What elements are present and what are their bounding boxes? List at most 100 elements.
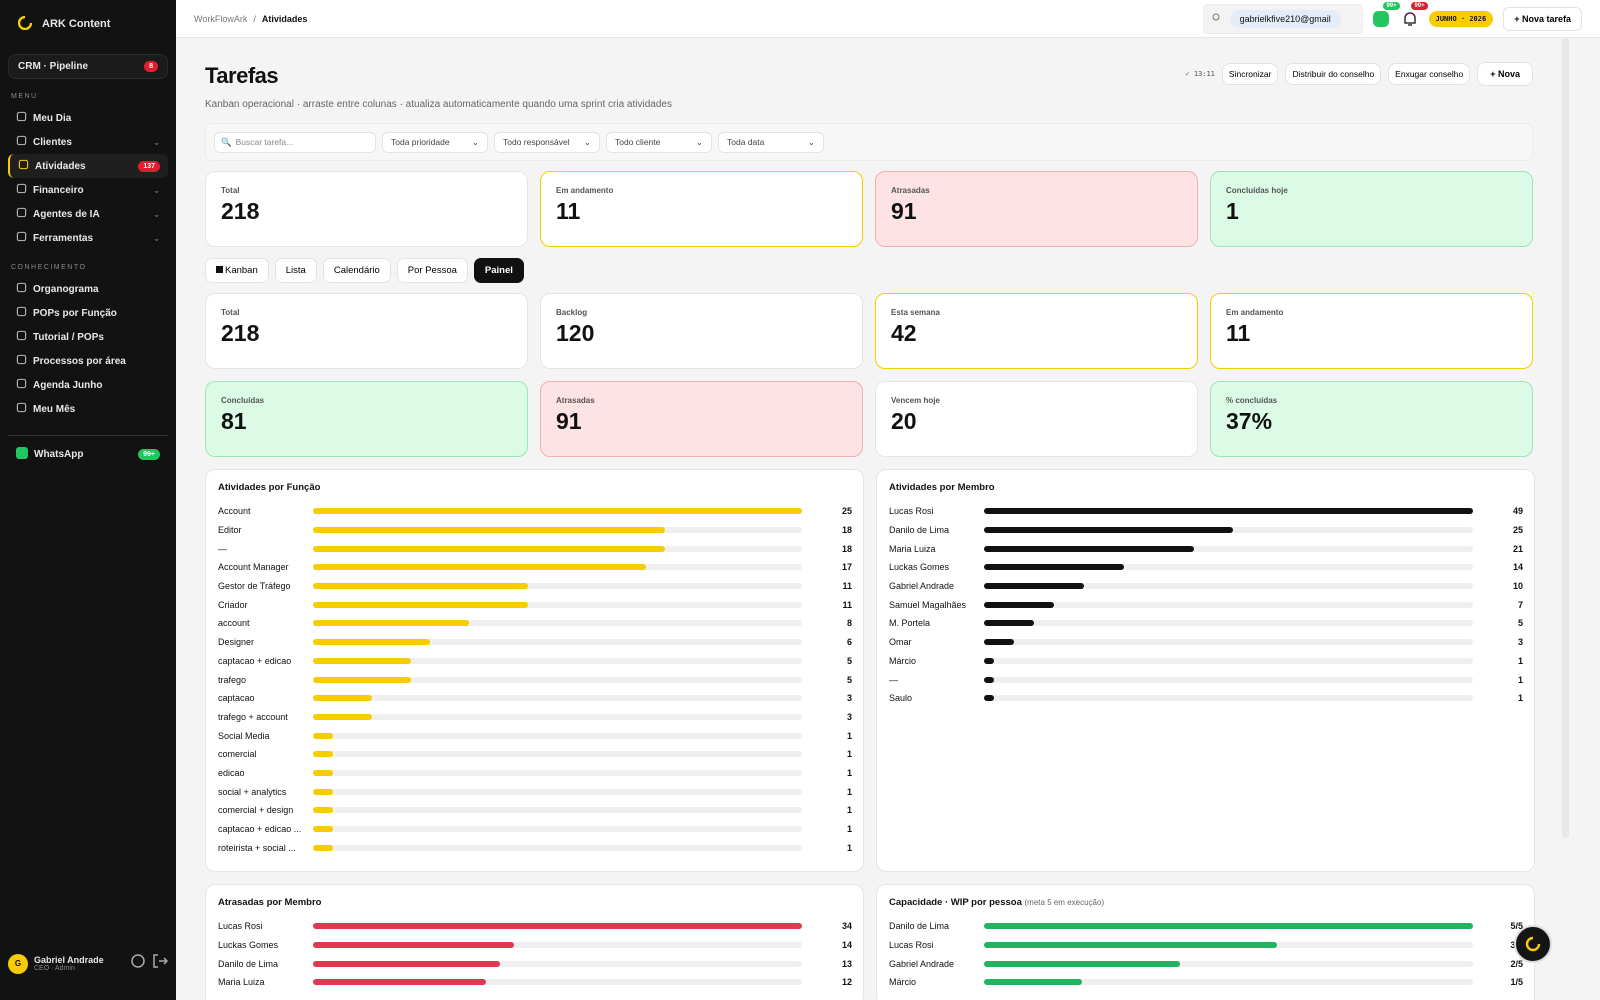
- menu-item[interactable]: POPs por Função: [8, 301, 168, 325]
- icon-shape: [1372, 10, 1389, 27]
- filter-select[interactable]: Toda data ⌄: [718, 131, 824, 153]
- bar-row: social + analytics 1: [218, 782, 852, 801]
- bar-value: 1: [1517, 693, 1523, 704]
- bar-label: Gestor de Tráfego: [218, 581, 291, 592]
- view-tab[interactable]: Calendário: [322, 258, 391, 283]
- whatsapp-badge: 99+: [138, 448, 160, 460]
- menu-icon: [16, 330, 27, 344]
- bar: [313, 713, 372, 720]
- view-tab[interactable]: Por Pessoa: [396, 258, 468, 283]
- menu-badge: 137: [138, 160, 160, 172]
- stat-value: 11: [556, 198, 581, 224]
- new-task-button[interactable]: + Nova tarefa: [1503, 6, 1582, 31]
- bar-label: edicao: [218, 767, 245, 778]
- stat-card: Em andamento 11: [540, 171, 863, 247]
- icon-shape: [16, 207, 27, 218]
- tab-label: Calendário: [333, 265, 380, 276]
- bar-value: 3: [846, 693, 852, 704]
- bar: [313, 732, 333, 739]
- menu-item[interactable]: Tutorial / POPs: [8, 325, 168, 349]
- header-text: Tarefas Kanban operacional · arraste entr…: [205, 63, 672, 110]
- menu-item[interactable]: Agentes de IA ⌄: [8, 202, 168, 226]
- bar-row: captacao + edicao ... 1: [218, 820, 852, 839]
- logout-icon[interactable]: [152, 953, 169, 974]
- action-button[interactable]: Sincronizar: [1221, 63, 1279, 85]
- bar-label: Designer: [218, 637, 255, 648]
- filter-select[interactable]: Toda prioridade ⌄: [382, 131, 488, 153]
- bar-value: 11: [842, 581, 852, 592]
- whatsapp-section: WhatsApp 99+: [8, 435, 168, 466]
- bar: [313, 676, 411, 683]
- bar-row: comercial + design 1: [218, 801, 852, 820]
- stat-card: Backlog 120: [540, 293, 863, 369]
- bar: [984, 620, 1034, 627]
- header-actions: ✓ 13:11 Sincronizar Distribuir do conselho…: [1185, 62, 1533, 86]
- bar: [313, 807, 333, 814]
- filter-select[interactable]: Todo responsável ⌄: [494, 131, 600, 153]
- bar-row: Márcio 1/5: [889, 973, 1523, 992]
- whatsapp-item[interactable]: WhatsApp 99+: [8, 442, 168, 466]
- search[interactable]: gabrielkfive210@gmail: [1202, 3, 1363, 34]
- bar-value: 5: [846, 674, 852, 685]
- bar-track: [984, 620, 1473, 627]
- tab-label: Por Pessoa: [407, 265, 457, 276]
- assistant-button[interactable]: [1514, 925, 1552, 963]
- menu-item[interactable]: Agenda Junho: [8, 373, 168, 397]
- menu-item[interactable]: Processos por área: [8, 349, 168, 373]
- summary-cards: Total 218 Em andamento 11 Atrasadas 91 Concluí…: [205, 171, 1533, 247]
- bar-value: 1/5: [1510, 977, 1523, 988]
- bar-label: Omar: [889, 637, 912, 648]
- icon-shape: [131, 954, 145, 968]
- stat-label: % concluídas: [1226, 396, 1278, 405]
- bar-row: Social Media 1: [218, 726, 852, 745]
- filters: 🔍 Buscar tarefa... Toda prioridade ⌄ Todo re…: [205, 123, 1533, 161]
- icon: [16, 231, 27, 242]
- stat-card: Vencem hoje 20: [875, 381, 1198, 457]
- bar-row: captacao 3: [218, 689, 852, 708]
- bar-row: Account Manager 17: [218, 558, 852, 577]
- bar-track: [984, 695, 1473, 702]
- bar-value: 1: [846, 805, 852, 816]
- menu-item[interactable]: Ferramentas ⌄: [8, 226, 168, 250]
- whatsapp-label: WhatsApp: [34, 448, 84, 460]
- action-button[interactable]: Enxugar conselho: [1388, 63, 1471, 85]
- main: WorkFlowArk / Atividades gabrielkfive210@gm…: [176, 0, 1600, 1000]
- settings-icon[interactable]: [130, 953, 146, 974]
- icon-shape: [16, 111, 27, 122]
- whatsapp-icon: [16, 446, 28, 462]
- notifications-button[interactable]: 99+: [1401, 1, 1428, 28]
- whatsapp-button[interactable]: 99+: [1372, 1, 1400, 28]
- new-button[interactable]: + Nova: [1477, 62, 1533, 86]
- bar: [984, 545, 1194, 552]
- icon-shape: [16, 306, 27, 317]
- menu-item[interactable]: Clientes ⌄: [8, 130, 168, 154]
- view-tab[interactable]: Lista: [274, 258, 317, 283]
- panel-title-text: Atividades por Função: [218, 482, 321, 493]
- menu-label: Organograma: [33, 283, 99, 295]
- menu-item[interactable]: Atividades 137: [8, 154, 168, 178]
- view-tab[interactable]: Kanban: [205, 258, 269, 283]
- panels: Atividades por Função Account 25 Editor 18—1…: [205, 469, 1535, 1000]
- bar-track: [313, 979, 802, 986]
- avatar: G: [8, 953, 28, 974]
- bar: [313, 979, 486, 986]
- view-tab[interactable]: Painel: [473, 258, 524, 283]
- bar-row: Maria Luiza 21: [889, 539, 1523, 558]
- panel-title: Capacidade · WIP por pessoa (meta 5 em e…: [889, 897, 1523, 908]
- crm-button[interactable]: CRM · Pipeline 8: [8, 54, 168, 79]
- search-input[interactable]: 🔍 Buscar tarefa...: [214, 131, 376, 153]
- bar-track: [984, 960, 1473, 967]
- menu-item[interactable]: Organograma: [8, 277, 168, 301]
- bar-track: [313, 751, 802, 758]
- bar-value: 1: [846, 824, 852, 835]
- filter-select[interactable]: Todo cliente ⌄: [606, 131, 712, 153]
- action-button[interactable]: Distribuir do conselho: [1285, 63, 1382, 85]
- bar-value: 5: [846, 655, 852, 666]
- bar-label: account: [218, 618, 250, 629]
- menu-item[interactable]: Meu Mês: [8, 397, 168, 421]
- bar-value: 1: [846, 767, 852, 778]
- bar-track: [313, 713, 802, 720]
- menu-item[interactable]: Financeiro ⌄: [8, 178, 168, 202]
- menu-item[interactable]: Meu Dia: [8, 106, 168, 130]
- icon: [1525, 936, 1541, 952]
